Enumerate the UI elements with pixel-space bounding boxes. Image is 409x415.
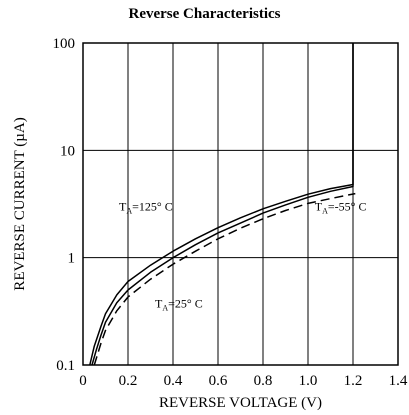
- plot-frame: [82, 42, 399, 366]
- series-line-2: [91, 43, 354, 366]
- x-tick-label: 0.4: [164, 373, 183, 389]
- x-tick-label: 1.2: [344, 373, 363, 389]
- y-tick-label: 10: [60, 143, 75, 159]
- temperature-label: TA=-55° C: [315, 200, 367, 216]
- temperature-label: TA=25° C: [155, 296, 203, 312]
- chart-title: Reverse Characteristics: [128, 6, 281, 22]
- x-tick-label: 0: [79, 373, 87, 389]
- x-tick-label: 0.8: [254, 373, 273, 389]
- temperature-label: TA=125° C: [119, 200, 173, 216]
- annotations: TA=125° C TA=-55° C TA=25° C: [119, 200, 366, 313]
- x-tick-label: 0.6: [209, 373, 228, 389]
- x-tick-label: 1.0: [299, 373, 318, 389]
- series-line-1: [89, 43, 354, 366]
- x-tick-label: 1.4: [389, 373, 408, 389]
- tick-labels: 0 0.2 0.4 0.6 0.8 1.0 1.2 1.4 0.1 1 10 100: [53, 36, 408, 389]
- series-line-3: [93, 192, 356, 366]
- y-axis-title: REVERSE CURRENT (µA): [12, 117, 28, 290]
- y-tick-label: 1: [68, 251, 76, 267]
- x-tick-label: 0.2: [119, 373, 138, 389]
- y-tick-label: 100: [53, 36, 76, 52]
- series-group: [89, 43, 356, 366]
- x-axis-title: REVERSE VOLTAGE (V): [159, 395, 322, 411]
- y-tick-label: 0.1: [56, 358, 75, 374]
